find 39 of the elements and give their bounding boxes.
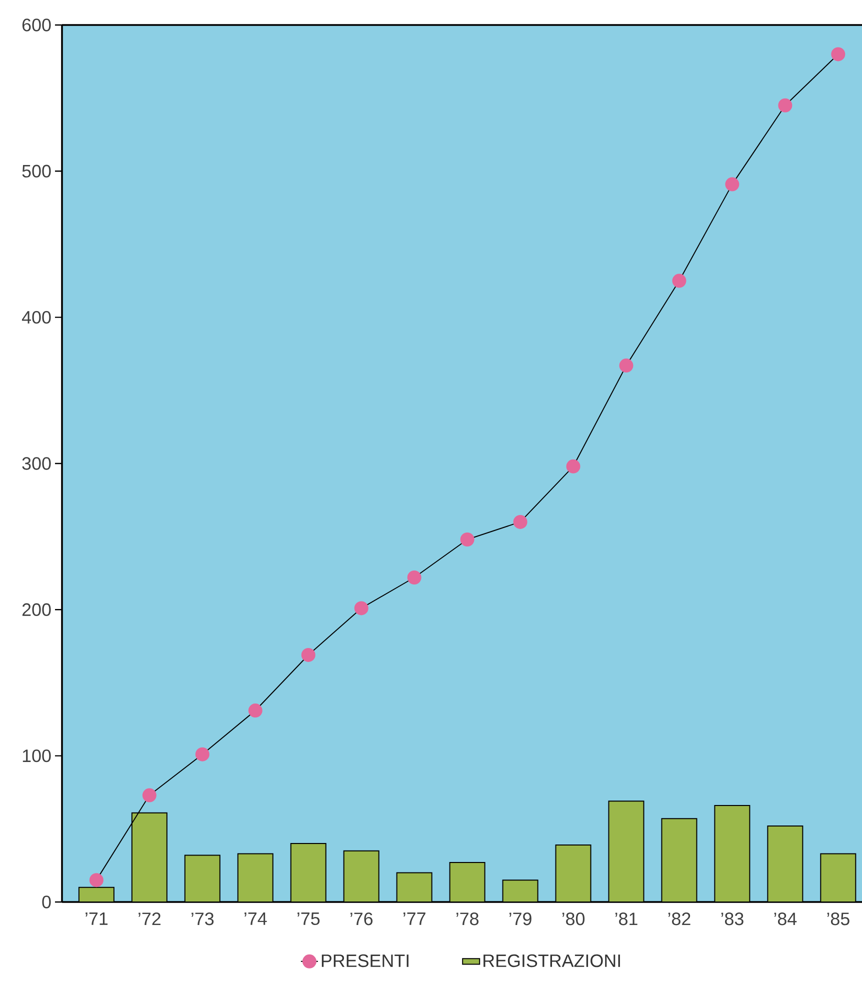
point	[778, 98, 792, 112]
y-tick-label: 200	[22, 603, 51, 616]
x-tick-label: ’73	[192, 912, 214, 926]
y-tick-label: 500	[22, 164, 51, 178]
y-tick-label: 600	[22, 18, 51, 32]
x-tick-label: ’71	[86, 912, 108, 925]
x-tick-label: ’72	[138, 912, 160, 926]
point	[619, 358, 634, 373]
point	[89, 873, 104, 888]
x-tick-label: ’81	[615, 912, 638, 926]
y-tick-label: 0	[42, 896, 51, 908]
point	[513, 514, 528, 529]
point	[248, 704, 262, 718]
x-tick-label: ’84	[774, 912, 797, 926]
legend-label: REGISTRAZIONI	[484, 954, 620, 968]
point	[142, 788, 156, 802]
x-tick-label: ’79	[509, 912, 532, 926]
y-tick-label: 300	[22, 457, 51, 470]
point	[566, 459, 580, 474]
point	[672, 274, 686, 288]
x-tick-label: ’76	[350, 912, 373, 926]
point	[195, 747, 210, 762]
x-tick-label: ’83	[721, 912, 744, 926]
y-tick-label: 400	[22, 310, 51, 324]
legend-label: PRESENTI	[322, 954, 408, 968]
point	[301, 648, 316, 662]
x-tick-label: ’78	[456, 912, 478, 926]
y-tick-label: 100	[22, 749, 51, 762]
x-tick-label: ’82	[668, 912, 690, 926]
point	[407, 570, 422, 584]
point	[354, 601, 368, 616]
x-tick-label: ’85	[827, 912, 850, 926]
x-tick-label: ’75	[298, 912, 320, 926]
point	[831, 47, 846, 62]
point	[725, 177, 740, 192]
point	[460, 532, 474, 546]
x-tick-label: ’74	[244, 912, 267, 925]
x-tick-label: ’80	[562, 912, 585, 926]
x-tick-label: ’77	[403, 912, 426, 925]
